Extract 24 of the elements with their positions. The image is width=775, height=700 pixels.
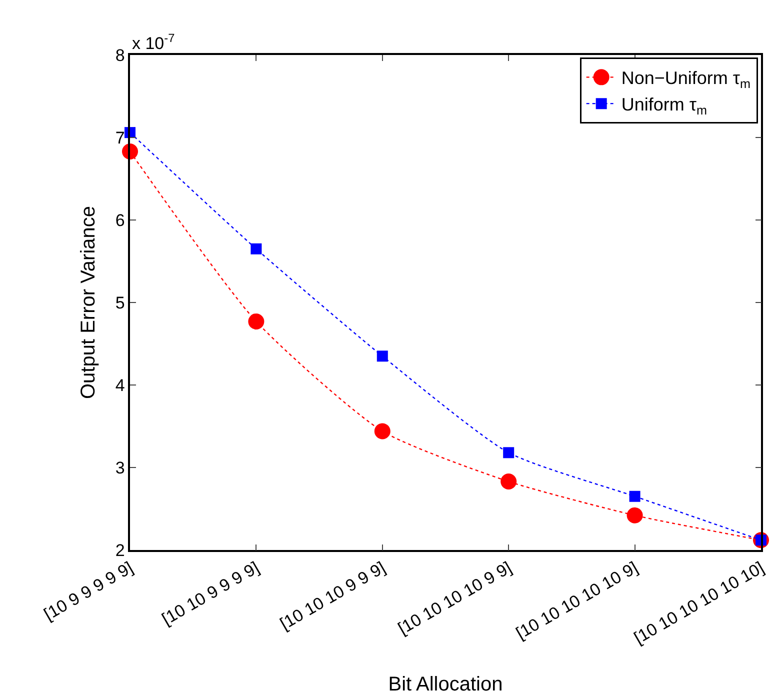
point bbox=[629, 490, 640, 502]
legend-label: Uniform τ$_{m}$ bbox=[621, 94, 707, 118]
y-tick-label: 3 bbox=[115, 458, 125, 478]
point bbox=[250, 243, 262, 254]
point bbox=[374, 423, 390, 440]
point bbox=[503, 447, 514, 458]
text: x 10$^{-7}$ bbox=[132, 31, 176, 54]
y-tick-label: 4 bbox=[115, 376, 125, 395]
x-axis-title: Bit Allocation bbox=[388, 674, 503, 696]
x-tick-label: [10 9 9 9 9 9] bbox=[40, 558, 136, 624]
x-tick-label: [10 10 10 10 9 9] bbox=[394, 558, 515, 638]
y-tick-label: 6 bbox=[115, 210, 125, 230]
point bbox=[500, 474, 517, 490]
legend-label: Non−Uniform τ$_{m}$ bbox=[621, 68, 750, 91]
x-tick-label: [10 10 9 9 9 9] bbox=[158, 558, 262, 629]
y-tick-label: 5 bbox=[115, 293, 125, 312]
point bbox=[626, 507, 643, 524]
x-tick-label: [10 10 10 9 9 9] bbox=[276, 558, 389, 634]
y-tick-label: 7 bbox=[115, 128, 125, 148]
y-tick-label: 2 bbox=[115, 540, 125, 560]
point bbox=[376, 350, 388, 362]
y-axis-title: Output Error Variance bbox=[77, 206, 100, 400]
point bbox=[248, 313, 264, 330]
y-tick-label: 8 bbox=[115, 46, 125, 65]
